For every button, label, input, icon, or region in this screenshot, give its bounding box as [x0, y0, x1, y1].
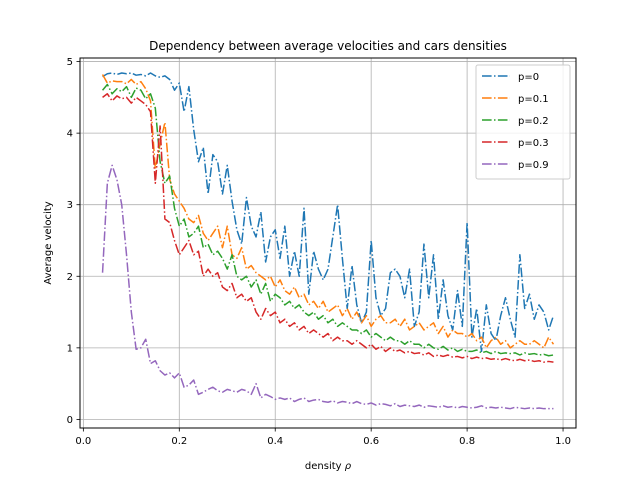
axis-ticks: 0.0 0.2 0.4 0.6 0.8 1.0 0 1 2 3 4 5: [67, 57, 571, 447]
x-axis-label-symbol: ρ: [345, 461, 352, 472]
y-tick-label: 1: [67, 343, 73, 354]
y-tick-label: 5: [67, 57, 73, 68]
y-tick-label: 3: [67, 200, 73, 211]
x-tick-label: 1.0: [555, 436, 571, 447]
legend-label-0: p=0: [518, 72, 539, 83]
series-line-4: [101, 164, 554, 410]
x-tick-label: 0.0: [75, 436, 91, 447]
series-lines: [101, 72, 555, 410]
x-axis-label-text: density: [305, 461, 342, 472]
y-tick-label: 0: [67, 415, 73, 426]
y-axis-label: Average velocity: [43, 201, 54, 284]
x-tick-label: 0.4: [267, 436, 283, 447]
legend-box: [475, 64, 571, 180]
y-tick-label: 4: [67, 129, 73, 140]
legend-label-3: p=0.3: [518, 138, 549, 149]
legend-label-1: p=0.1: [518, 94, 549, 105]
chart-title: Dependency between average velocities an…: [149, 39, 507, 53]
x-tick-label: 0.8: [459, 436, 475, 447]
series-line-0: [102, 72, 555, 353]
x-tick-label: 0.2: [171, 436, 187, 447]
series-line-3: [102, 93, 554, 363]
y-tick-label: 2: [67, 272, 73, 283]
legend-label-2: p=0.2: [518, 116, 549, 127]
series-line-2: [101, 83, 554, 357]
x-tick-label: 0.6: [363, 436, 379, 447]
legend-label-4: p=0.9: [518, 160, 549, 171]
legend: p=0 p=0.1 p=0.2 p=0.3 p=0.9: [475, 64, 571, 180]
x-axis-label: density ρ: [305, 461, 352, 472]
plot-frame: [79, 57, 577, 429]
